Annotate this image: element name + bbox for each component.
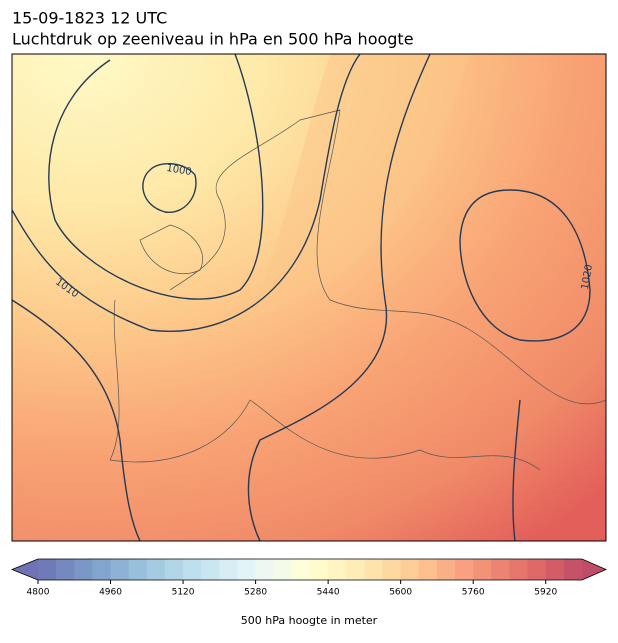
colorbar-bin [455, 559, 474, 580]
colorbar-bin [545, 559, 565, 580]
subtitle: Luchtdruk op zeeniveau in hPa en 500 hPa… [12, 30, 414, 49]
isobar-label: 1020 [580, 264, 595, 291]
colorbar-tick-label: 5760 [462, 588, 485, 598]
ridge [250, 54, 470, 320]
colorbar-bin [527, 559, 547, 580]
colorbar-tick-label: 5120 [172, 588, 195, 598]
colorbar-extend [12, 559, 38, 580]
colorbar-bin [201, 559, 220, 580]
title: 15-09-1823 12 UTC [12, 9, 167, 28]
colorbar-bin [509, 559, 529, 580]
colorbar-bin [110, 559, 130, 580]
colorbar-tick-label: 5280 [244, 588, 267, 598]
colorbar-bin [473, 559, 492, 580]
colorbar-bin [164, 559, 184, 580]
colorbar-bin [219, 559, 238, 580]
coastline [109, 299, 541, 471]
colorbar-bin [364, 559, 384, 580]
colorbar-outline [10, 558, 607, 581]
colorbar: 4800 4960 5120 5280 5440 5600 5760 5920 [10, 558, 607, 598]
coastline [169, 109, 606, 405]
colorbar-bin [38, 559, 57, 580]
colorbar-bin [183, 559, 202, 580]
colorbar-bin [346, 559, 365, 580]
colorbar-bin [255, 559, 275, 580]
colorbar-bin [400, 559, 420, 580]
map [12, 54, 606, 541]
colorbar-tick-label: 4960 [99, 588, 122, 598]
isobars [12, 54, 591, 541]
colorbar-bin [146, 559, 166, 580]
isobar-label: 1000 [165, 163, 192, 178]
colorbar-tick-label: 5920 [534, 588, 557, 598]
colorbar-label: 500 hPa hoogte in meter [241, 614, 378, 627]
colorbar-bin [436, 559, 456, 580]
colorbar-extend [582, 559, 606, 580]
colorbar-tick-label: 5600 [389, 588, 412, 598]
colorbar-bin [491, 559, 510, 580]
colorbar-bin [382, 559, 402, 580]
colorbar-bin [328, 559, 347, 580]
colorbar-tick-label: 5440 [317, 588, 340, 598]
map-frame [11, 53, 607, 542]
colorbar-bin [563, 559, 583, 580]
colorbar-bin [128, 559, 148, 580]
colorbar-bin [237, 559, 257, 580]
coastline [139, 224, 203, 274]
colorbar-bin [74, 559, 93, 580]
colorbar-bin [92, 559, 112, 580]
colorbar-bin [56, 559, 75, 580]
colorbar-bin [418, 559, 438, 580]
colorbar-bin [291, 559, 311, 580]
colorbar-tick-label: 4800 [27, 588, 50, 598]
colorbar-bin [310, 559, 329, 580]
colorbar-bin [273, 559, 293, 580]
